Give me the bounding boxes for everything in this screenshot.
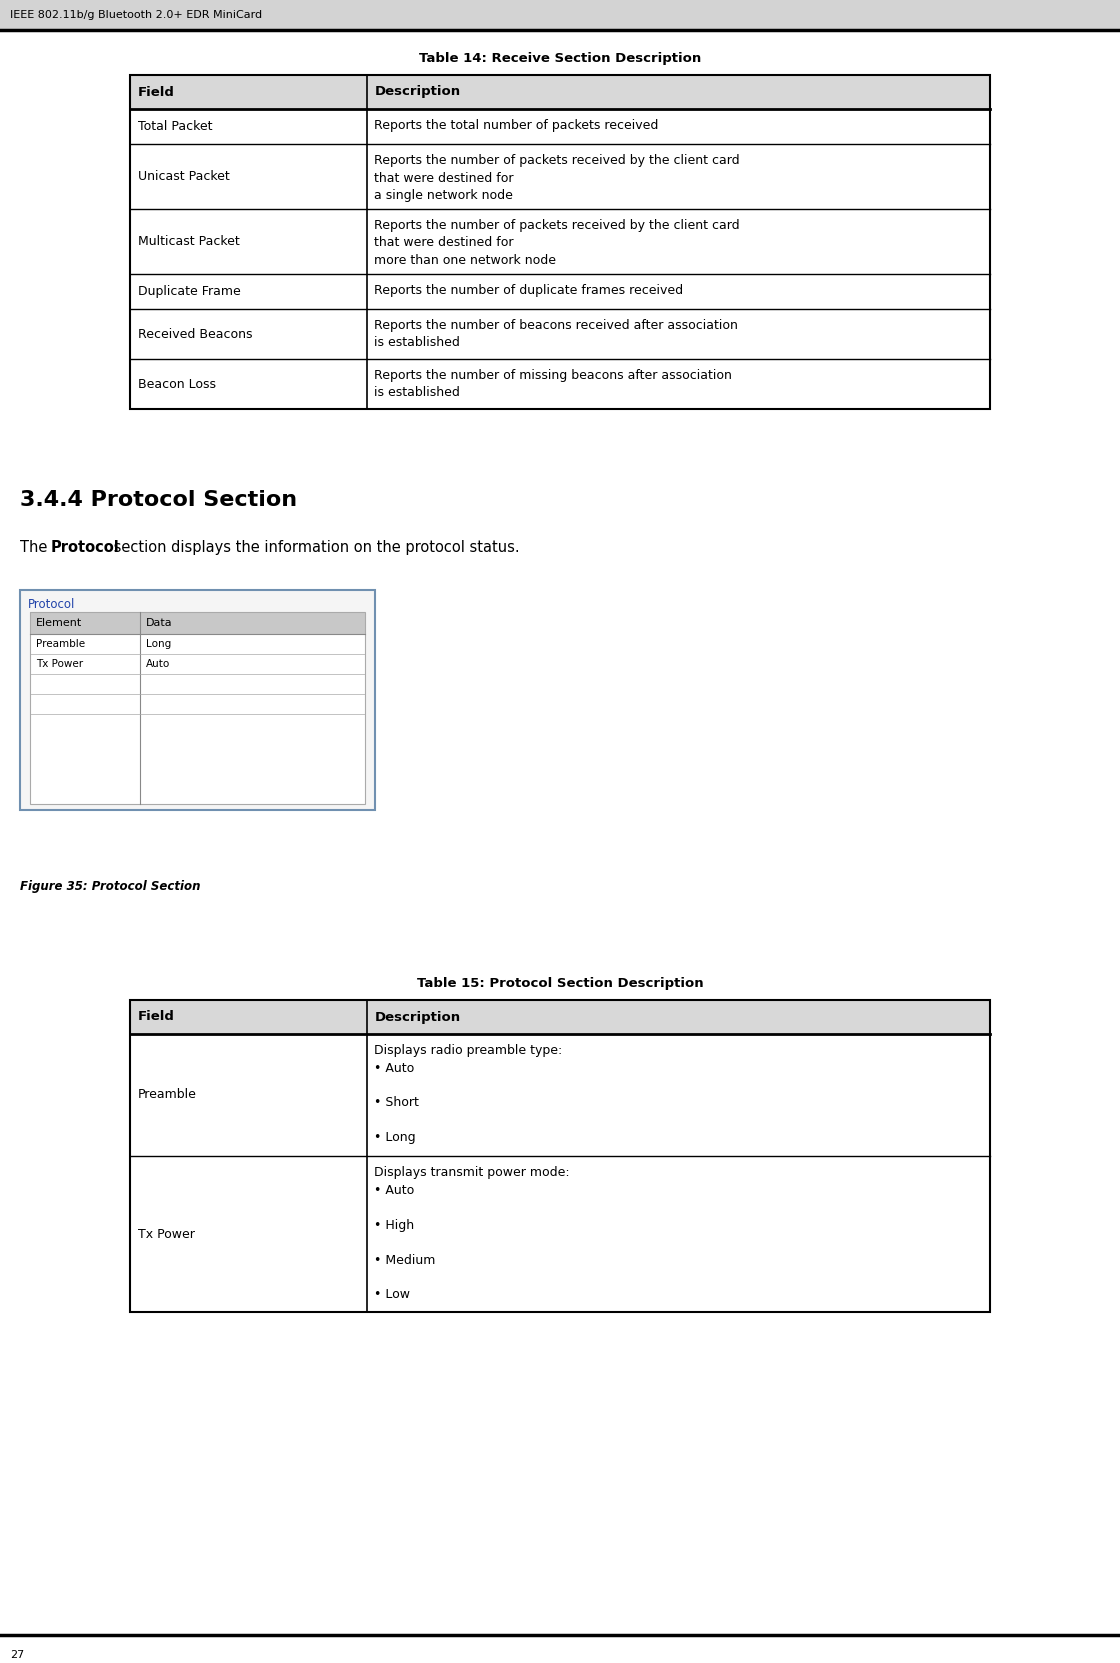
Text: 3.4.4 Protocol Section: 3.4.4 Protocol Section	[20, 491, 297, 511]
Text: Table 15: Protocol Section Description: Table 15: Protocol Section Description	[417, 976, 703, 989]
Text: Long: Long	[146, 639, 171, 649]
Text: Description: Description	[374, 1011, 460, 1023]
Bar	[130, 75, 990, 110]
Text: Table 14: Receive Section Description: Table 14: Receive Section Description	[419, 52, 701, 65]
Text: Field: Field	[138, 85, 175, 98]
Text: Field: Field	[138, 1011, 175, 1023]
Text: Description: Description	[374, 85, 460, 98]
Text: section displays the information on the protocol status.: section displays the information on the …	[109, 540, 520, 555]
Text: IEEE 802.11b/g Bluetooth 2.0+ EDR MiniCard: IEEE 802.11b/g Bluetooth 2.0+ EDR MiniCa…	[10, 10, 262, 20]
Bar	[130, 999, 990, 1034]
Bar	[30, 612, 365, 634]
Text: Preamble: Preamble	[138, 1089, 197, 1101]
Text: Data: Data	[146, 619, 172, 629]
Text: 27: 27	[10, 1650, 25, 1660]
Bar	[130, 999, 990, 1312]
Text: Reports the number of beacons received after association
is established: Reports the number of beacons received a…	[374, 319, 738, 349]
Text: Reports the total number of packets received: Reports the total number of packets rece…	[374, 120, 659, 131]
Text: Total Packet: Total Packet	[138, 120, 213, 133]
Bar	[30, 612, 365, 803]
Text: Reports the number of packets received by the client card
that were destined for: Reports the number of packets received b…	[374, 220, 740, 268]
Bar	[30, 612, 365, 803]
Text: Protocol: Protocol	[52, 540, 120, 555]
Bar	[130, 75, 990, 409]
Text: Auto: Auto	[146, 659, 170, 669]
Text: Preamble: Preamble	[36, 639, 85, 649]
Bar	[20, 590, 375, 810]
Text: Duplicate Frame: Duplicate Frame	[138, 284, 241, 298]
Text: Reports the number of missing beacons after association
is established: Reports the number of missing beacons af…	[374, 369, 732, 399]
Text: Reports the number of duplicate frames received: Reports the number of duplicate frames r…	[374, 284, 683, 298]
Text: Figure 35: Protocol Section: Figure 35: Protocol Section	[20, 880, 200, 893]
Text: Unicast Packet: Unicast Packet	[138, 170, 230, 183]
Bar	[20, 590, 375, 810]
Text: Displays radio preamble type:
• Auto

• Short

• Long: Displays radio preamble type: • Auto • S…	[374, 1044, 562, 1144]
Text: Tx Power: Tx Power	[36, 659, 83, 669]
Text: Displays transmit power mode:
• Auto

• High

• Medium

• Low: Displays transmit power mode: • Auto • H…	[374, 1166, 570, 1302]
Text: Received Beacons: Received Beacons	[138, 328, 252, 341]
Bar	[0, 0, 1120, 30]
Text: Element: Element	[36, 619, 82, 629]
Text: Protocol: Protocol	[28, 597, 75, 610]
Text: Multicast Packet: Multicast Packet	[138, 234, 240, 248]
Text: Beacon Loss: Beacon Loss	[138, 378, 216, 391]
Text: Reports the number of packets received by the client card
that were destined for: Reports the number of packets received b…	[374, 155, 740, 201]
Text: Tx Power: Tx Power	[138, 1227, 195, 1241]
Text: The: The	[20, 540, 52, 555]
